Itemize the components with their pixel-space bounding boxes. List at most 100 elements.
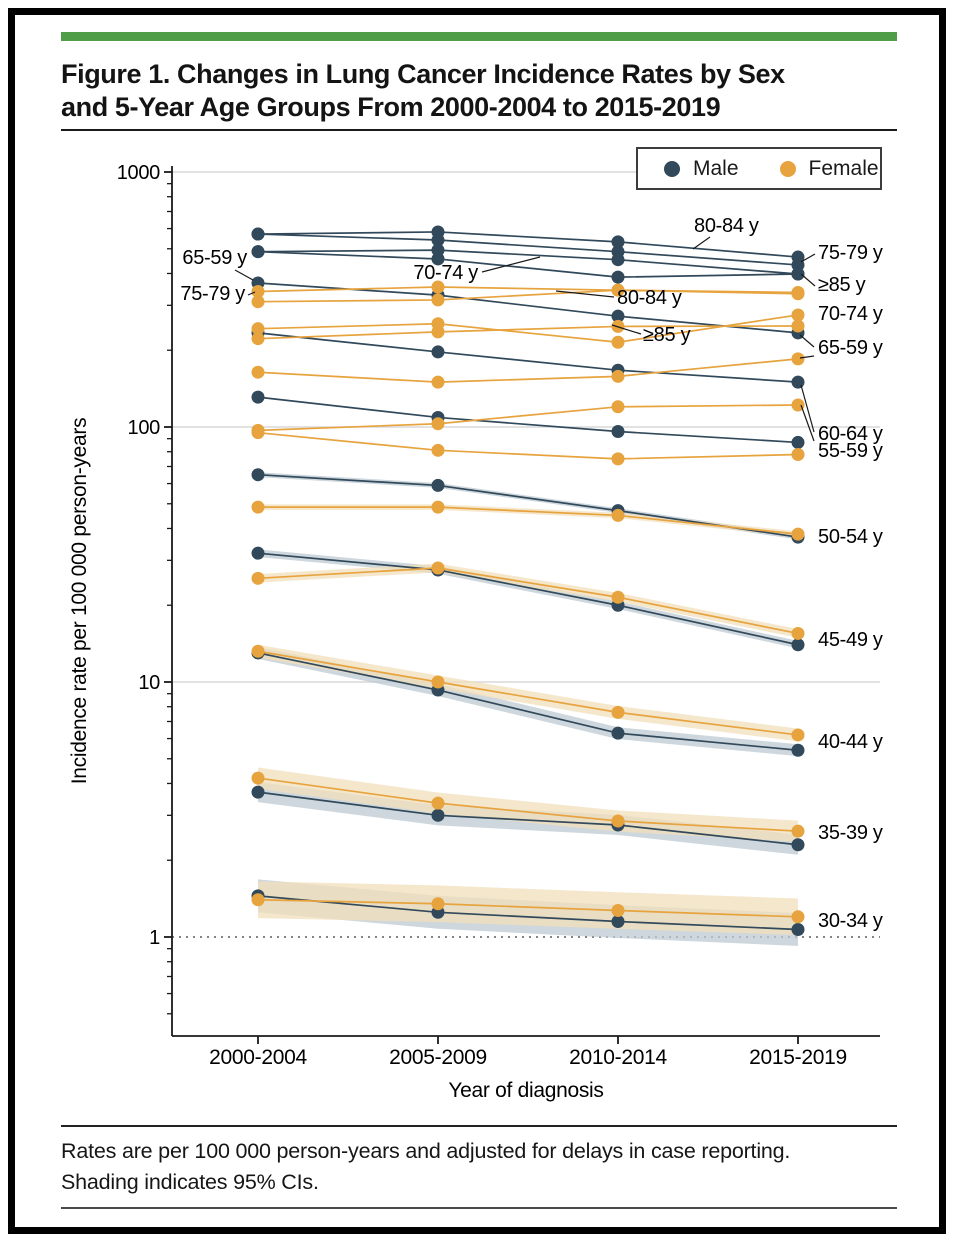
right-age-label: 70-74 y (818, 303, 883, 325)
axis-ticks: 1000 100 10 1 2000-2004 2005-2009 2010-2014 201… (117, 162, 847, 1069)
data-point-female-50-54y-2015-2019 (791, 527, 805, 541)
right-age-label: 65-59 y (818, 337, 883, 359)
right-age-label: 35-39 y (818, 822, 883, 844)
right-age-label: 75-79 y (818, 242, 883, 264)
data-point-male-35-39y-2000-2004 (251, 785, 265, 799)
data-point-female-60-64y-2010-2014 (611, 400, 625, 414)
right-age-labels: 75-79 y ≥85 y 70-74 y 65-59 y 60-64 y55-59 y… (799, 242, 883, 932)
data-point-male-70-74y-2010-2014 (611, 270, 625, 284)
data-point-female-55-59y-2010-2014 (611, 452, 625, 466)
series-female-65-59y (251, 352, 805, 389)
data-point-female-60-64y-2015-2019 (791, 398, 805, 412)
male-legend-dot-icon (664, 160, 680, 177)
data-point-female-35-39y-2010-2014 (611, 814, 625, 828)
series-female-70-74y (251, 308, 805, 349)
data-point-female-35-39y-2000-2004 (251, 771, 265, 785)
data-point-male-60-64y-2005-2009 (431, 345, 445, 359)
data-point-female-30-34y-2015-2019 (791, 910, 805, 924)
data-point-male-55-59y-2015-2019 (791, 435, 805, 449)
data-point-male-70-74y-2005-2009 (431, 252, 445, 266)
data-point-female-≥85y-2015-2019 (791, 319, 805, 333)
footnote-line2: Shading indicates 95% CIs. (61, 1170, 319, 1194)
y-tick-label-10: 10 (138, 672, 160, 694)
data-point-female-80-84y-2000-2004 (251, 295, 265, 309)
x-tick-label-2015-2019: 2015-2019 (749, 1046, 847, 1069)
figure-title-line2: and 5-Year Age Groups From 2000-2004 to … (61, 92, 721, 122)
data-point-female-30-34y-2000-2004 (251, 893, 265, 907)
data-point-male-40-44y-2010-2014 (611, 726, 625, 740)
data-point-female-≥85y-2005-2009 (431, 325, 445, 339)
annotation-label: ≥85 y (643, 324, 691, 346)
data-point-male-70-74y-2015-2019 (791, 267, 805, 281)
ci-bands (258, 472, 798, 946)
data-point-male-80-84y-2010-2014 (611, 235, 625, 249)
data-point-female-35-39y-2005-2009 (431, 796, 445, 810)
right-age-label: 60-64 y (818, 423, 883, 445)
data-point-female-45-49y-2005-2009 (431, 561, 445, 575)
chart-legend: Male Female (636, 147, 882, 190)
female-legend-label: Female (808, 156, 879, 180)
data-point-female-60-64y-2005-2009 (431, 417, 445, 431)
data-point-female-80-84y-2015-2019 (791, 285, 805, 299)
data-point-female-50-54y-2010-2014 (611, 508, 625, 522)
data-point-male-55-59y-2000-2004 (251, 390, 265, 404)
data-point-female-65-59y-2005-2009 (431, 375, 445, 389)
data-point-female-40-44y-2005-2009 (431, 675, 445, 689)
data-point-male-40-44y-2015-2019 (791, 743, 805, 757)
data-point-male-45-49y-2000-2004 (251, 546, 265, 560)
ci-band-female-40-44y (258, 644, 798, 742)
footnote-top-rule (61, 1125, 897, 1127)
right-age-label: 50-54 y (818, 526, 883, 548)
y-tick-label-100: 100 (128, 417, 161, 439)
data-point-female-70-74y-2000-2004 (251, 322, 265, 336)
data-point-male-35-39y-2015-2019 (791, 838, 805, 852)
data-point-male-60-64y-2015-2019 (791, 375, 805, 389)
data-point-female-55-59y-2000-2004 (251, 426, 265, 440)
data-point-male-75-79y-2005-2009 (431, 233, 445, 247)
annotation-label: 80-84 y (617, 287, 682, 309)
y-axis-title: Incidence rate per 100 000 person-years (68, 418, 91, 785)
series-female-45-49y (251, 561, 805, 640)
series-female-55-59y (251, 426, 805, 466)
series-female-≥85y (251, 319, 805, 346)
figure-title: Figure 1. Changes in Lung Cancer Inciden… (61, 58, 897, 124)
right-age-label: 45-49 y (818, 629, 883, 651)
annotation-label: 65-59 y (182, 247, 247, 269)
data-point-male-55-59y-2010-2014 (611, 425, 625, 439)
data-point-female-40-44y-2015-2019 (791, 728, 805, 742)
x-tick-label-2005-2009: 2005-2009 (389, 1046, 487, 1069)
y-tick-label-1: 1 (149, 927, 160, 949)
footnote-line1: Rates are per 100 000 person-years and a… (61, 1139, 791, 1163)
green-accent-bar (61, 32, 897, 41)
data-point-female-40-44y-2010-2014 (611, 705, 625, 719)
annotation-label: 80-84 y (694, 215, 759, 237)
data-point-female-30-34y-2005-2009 (431, 897, 445, 911)
annotation-label: 70-74 y (413, 262, 478, 284)
data-point-female-80-84y-2005-2009 (431, 293, 445, 307)
data-point-male-75-79y-2000-2004 (251, 227, 265, 241)
data-point-female-70-74y-2015-2019 (791, 308, 805, 322)
series-female-50-54y (251, 500, 805, 541)
x-tick-label-2010-2014: 2010-2014 (569, 1046, 667, 1069)
data-point-male-35-39y-2005-2009 (431, 808, 445, 822)
annotation-label: 75-79 y (180, 283, 245, 305)
data-point-female-35-39y-2015-2019 (791, 824, 805, 838)
data-point-male-50-54y-2000-2004 (251, 468, 265, 482)
figure-title-line1: Figure 1. Changes in Lung Cancer Inciden… (61, 59, 785, 89)
data-point-female-45-49y-2010-2014 (611, 590, 625, 604)
right-age-label: 30-34 y (818, 910, 883, 932)
right-age-label: 40-44 y (818, 731, 883, 753)
right-age-label: 55-59 y (818, 440, 883, 462)
data-point-male-30-34y-2015-2019 (791, 923, 805, 937)
y-tick-label-1000: 1000 (117, 162, 160, 184)
data-point-male-50-54y-2005-2009 (431, 478, 445, 492)
ci-band-male-50-54y (258, 472, 798, 540)
data-point-female-50-54y-2005-2009 (431, 500, 445, 514)
data-point-female-80-84y-2010-2014 (611, 283, 625, 297)
series-female-40-44y (251, 644, 805, 742)
series-female-80-84y (251, 283, 805, 309)
data-point-male-45-49y-2015-2019 (791, 638, 805, 652)
data-point-male-70-74y-2000-2004 (251, 245, 265, 259)
